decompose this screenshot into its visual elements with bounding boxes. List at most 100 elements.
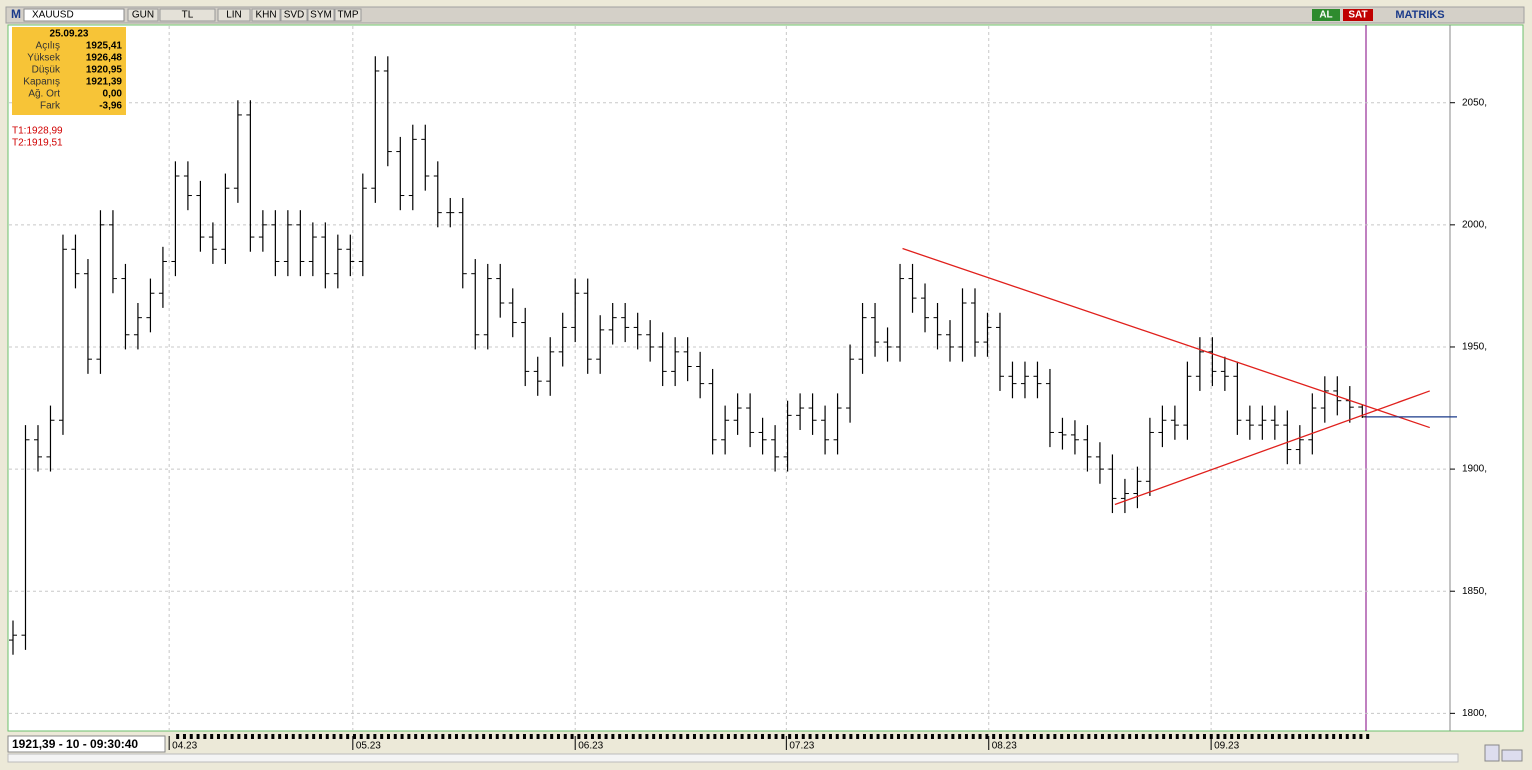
scroll-arrows[interactable] — [1501, 749, 1523, 762]
ohlc-bar — [1070, 420, 1079, 455]
toolbar-button[interactable] — [127, 8, 159, 22]
ohlc-bar — [433, 161, 442, 228]
ohlc-bar — [121, 263, 130, 350]
ohlc-bar — [483, 263, 492, 350]
toolbar-button[interactable] — [280, 8, 308, 22]
ohlc-bar — [33, 425, 42, 472]
day-tick — [1366, 734, 1370, 739]
buy-button[interactable] — [1312, 9, 1340, 21]
toolbar-button-label: GUN — [132, 10, 154, 21]
toolbar-button[interactable] — [334, 8, 362, 22]
ohlc-bar — [646, 320, 655, 362]
day-tick — [917, 734, 921, 739]
day-tick — [278, 734, 282, 739]
day-tick — [1284, 734, 1288, 739]
day-tick — [250, 734, 254, 739]
day-tick — [550, 734, 554, 739]
day-tick — [760, 734, 764, 739]
trend-label: T2:1919,51 — [12, 138, 63, 149]
day-tick — [815, 734, 819, 739]
day-tick — [903, 734, 907, 739]
day-tick — [495, 734, 499, 739]
ohlc-bar — [621, 303, 630, 343]
day-tick — [835, 734, 839, 739]
day-tick — [298, 734, 302, 739]
ohlc-bar — [808, 393, 817, 435]
ohlc-bar — [1083, 425, 1092, 472]
day-tick — [482, 734, 486, 739]
day-tick — [1114, 734, 1118, 739]
ohlc-bar — [958, 288, 967, 362]
day-tick — [509, 734, 513, 739]
day-tick — [346, 734, 350, 739]
x-tick-label: 07.23 — [789, 741, 814, 752]
day-tick — [1107, 734, 1111, 739]
day-tick — [1060, 734, 1064, 739]
info-date: 25.09.23 — [50, 29, 89, 40]
day-tick — [1019, 734, 1023, 739]
ohlc-bar — [995, 312, 1004, 391]
day-tick — [1087, 734, 1091, 739]
refresh-button[interactable] — [1484, 744, 1500, 762]
ohlc-bar — [1008, 361, 1017, 399]
ohlc-bar — [821, 405, 830, 455]
ohlc-bar — [858, 303, 867, 374]
day-tick — [366, 734, 370, 739]
day-tick — [1162, 734, 1166, 739]
x-tick-label: 08.23 — [992, 741, 1017, 752]
ohlc-bar — [871, 303, 880, 357]
day-tick — [380, 734, 384, 739]
day-tick — [720, 734, 724, 739]
day-tick — [652, 734, 656, 739]
sell-label: SAT — [1348, 10, 1367, 21]
sell-button[interactable] — [1343, 9, 1373, 21]
day-tick — [420, 734, 424, 739]
scrollbar[interactable] — [7, 753, 1459, 763]
ohlc-bar — [1145, 417, 1154, 496]
ohlc-bar — [921, 283, 930, 333]
day-tick — [978, 734, 982, 739]
ohlc-bar — [1258, 405, 1267, 440]
symbol-box[interactable] — [23, 8, 125, 22]
day-tick — [930, 734, 934, 739]
info-value: 1925,41 — [86, 41, 123, 52]
day-tick — [1121, 734, 1125, 739]
day-tick — [264, 734, 268, 739]
day-tick — [910, 734, 914, 739]
ohlc-bar — [471, 259, 480, 350]
day-tick — [767, 734, 771, 739]
day-tick — [597, 734, 601, 739]
day-tick — [1080, 734, 1084, 739]
day-tick — [182, 734, 186, 739]
ohlc-bar — [408, 124, 417, 211]
toolbar-button[interactable] — [251, 8, 281, 22]
ohlc-bar — [108, 210, 117, 294]
day-tick — [665, 734, 669, 739]
day-tick — [516, 734, 520, 739]
ohlc-bar — [1245, 405, 1254, 440]
toolbar-button[interactable] — [217, 8, 251, 22]
day-tick — [1277, 734, 1281, 739]
ohlc-bar — [721, 405, 730, 455]
info-label: Kapanış — [23, 77, 60, 88]
ohlc-bar — [283, 210, 292, 277]
status-box — [7, 735, 166, 753]
day-tick — [1012, 734, 1016, 739]
day-tick — [1264, 734, 1268, 739]
toolbar-button[interactable] — [307, 8, 335, 22]
ohlc-bar — [608, 303, 617, 345]
info-label: Fark — [40, 101, 61, 112]
y-tick-label: 1850, — [1462, 586, 1487, 597]
info-value: -3,96 — [99, 101, 122, 112]
day-tick — [1026, 734, 1030, 739]
day-tick — [1216, 734, 1220, 739]
y-tick-label: 1800, — [1462, 708, 1487, 719]
ohlc-bar — [371, 56, 380, 203]
ohlc-bar — [558, 312, 567, 367]
day-tick — [393, 734, 397, 739]
ohlc-bar — [908, 263, 917, 313]
ohlc-bar — [1208, 337, 1217, 387]
ohlc-bar — [883, 327, 892, 362]
toolbar-button[interactable] — [159, 8, 216, 22]
